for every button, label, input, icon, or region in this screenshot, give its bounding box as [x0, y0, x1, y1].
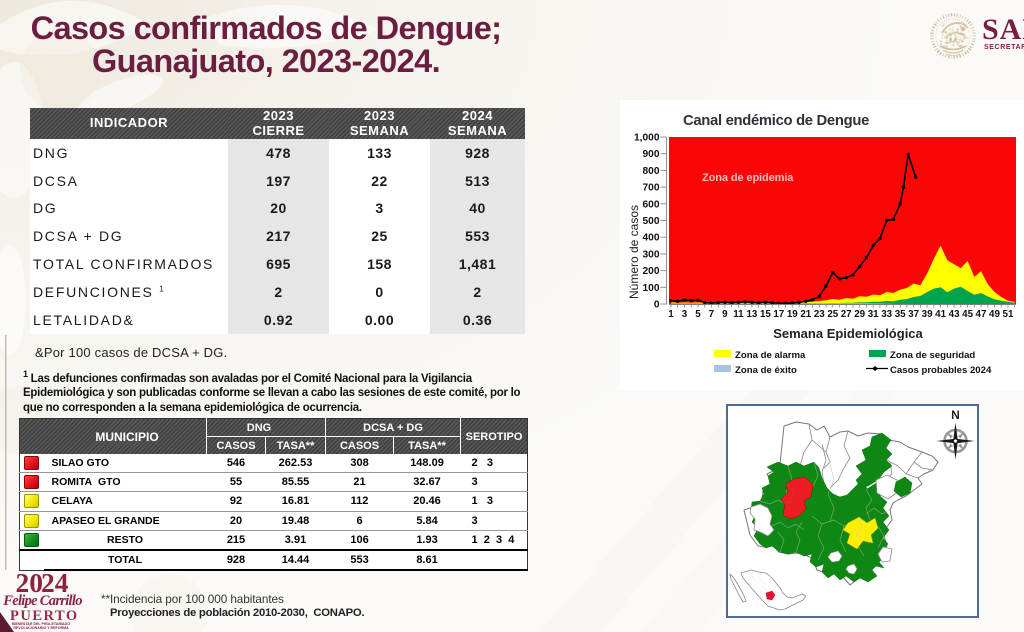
svg-text:200: 200 — [643, 266, 660, 277]
svg-text:1,000: 1,000 — [634, 133, 660, 144]
svg-text:N: N — [951, 408, 960, 422]
svg-text:5: 5 — [695, 309, 701, 320]
svg-text:500: 500 — [643, 216, 660, 227]
svg-text:Zona de seguridad: Zona de seguridad — [890, 350, 975, 361]
svg-text:11: 11 — [733, 309, 744, 320]
svg-text:43: 43 — [949, 309, 960, 320]
svg-text:21: 21 — [800, 309, 811, 320]
svg-text:37: 37 — [908, 309, 919, 320]
svg-text:1: 1 — [668, 309, 674, 320]
svg-text:600: 600 — [643, 199, 660, 210]
svg-text:15: 15 — [760, 309, 771, 320]
svg-text:17: 17 — [773, 309, 784, 320]
svg-text:29: 29 — [854, 309, 865, 320]
svg-text:0: 0 — [654, 300, 660, 311]
svg-text:9: 9 — [722, 309, 728, 320]
svg-text:19: 19 — [787, 309, 798, 320]
svg-text:300: 300 — [643, 249, 660, 260]
svg-text:Zona de alarma: Zona de alarma — [735, 350, 806, 361]
svg-text:Canal endémico de Dengue: Canal endémico de Dengue — [683, 113, 869, 129]
svg-text:Zona de éxito: Zona de éxito — [735, 365, 797, 376]
svg-text:400: 400 — [643, 233, 660, 244]
svg-text:700: 700 — [643, 183, 660, 194]
svg-text:Número de casos: Número de casos — [627, 205, 641, 299]
svg-text:49: 49 — [989, 309, 1000, 320]
svg-text:900: 900 — [643, 149, 660, 160]
svg-text:23: 23 — [814, 309, 825, 320]
svg-text:7: 7 — [709, 309, 715, 320]
svg-text:41: 41 — [935, 309, 946, 320]
svg-text:Casos probables 2024: Casos probables 2024 — [890, 365, 992, 376]
svg-text:800: 800 — [643, 166, 660, 177]
svg-text:51: 51 — [1003, 309, 1014, 320]
svg-text:27: 27 — [841, 309, 852, 320]
svg-text:35: 35 — [895, 309, 906, 320]
svg-text:47: 47 — [976, 309, 987, 320]
svg-text:Semana Epidemiológica: Semana Epidemiológica — [773, 326, 923, 341]
svg-text:39: 39 — [922, 309, 933, 320]
svg-text:3: 3 — [682, 309, 688, 320]
svg-text:45: 45 — [962, 309, 973, 320]
svg-text:100: 100 — [643, 283, 660, 294]
svg-text:33: 33 — [881, 309, 892, 320]
svg-text:Zona de epidemia: Zona de epidemia — [702, 172, 794, 184]
svg-text:25: 25 — [827, 309, 838, 320]
svg-text:31: 31 — [868, 309, 879, 320]
svg-text:13: 13 — [746, 309, 757, 320]
